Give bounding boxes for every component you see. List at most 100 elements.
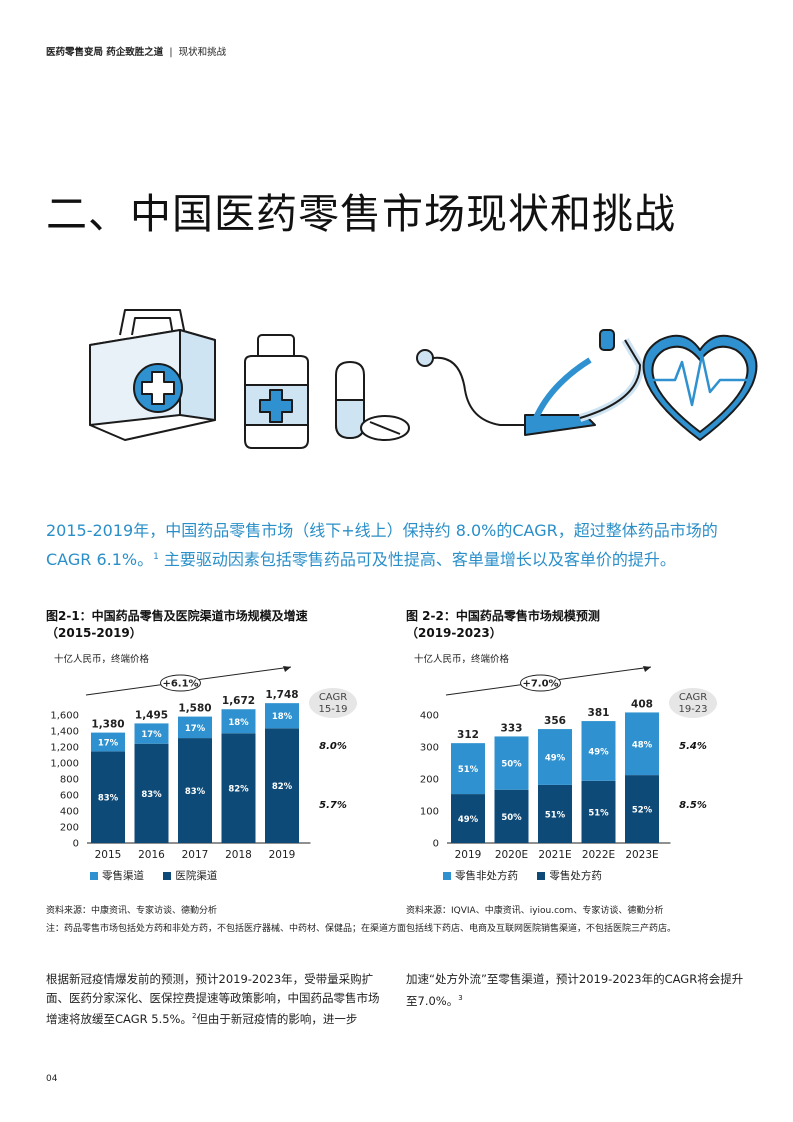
cagr-label: CAGR <box>319 692 347 703</box>
share-label-dark: 50% <box>501 813 522 823</box>
chart-retail-vs-hospital: 十亿人民币，终端价格 +6.1% 0 200 400 600 800 1,000 1,200… <box>50 653 357 861</box>
x-tick-label: 2021E <box>538 849 571 861</box>
figure-title-line: 图2-1：中国药品零售及医院渠道市场规模及增速 <box>46 609 308 623</box>
figure-title-period: （2019-2023） <box>406 626 502 640</box>
y-tick-label: 1,000 <box>50 759 79 770</box>
share-label-dark: 83% <box>141 790 162 800</box>
cagr-dark-rate: 8.5% <box>679 800 707 811</box>
intro-text-2: 主要驱动因素包括零售药品可及性提高、客单量增长以及客单价的提升。 <box>163 550 676 569</box>
bar-segment-dark <box>265 728 299 843</box>
share-label-light: 17% <box>141 730 162 740</box>
x-tick-label: 2017 <box>182 849 209 861</box>
total-label: 1,748 <box>265 689 298 701</box>
bar-segment-light <box>451 743 485 795</box>
share-label-light: 49% <box>588 747 609 757</box>
bar-segment-dark <box>221 733 256 843</box>
x-tick-label: 2018 <box>225 849 252 861</box>
growth-rate: +7.0% <box>522 679 558 690</box>
cagr-badge <box>309 688 357 718</box>
y-tick-label: 800 <box>60 775 79 786</box>
bar-segment-dark <box>134 743 169 843</box>
share-label-light: 48% <box>632 740 653 750</box>
bar-segment-light <box>91 732 125 752</box>
cagr-period: 19-23 <box>678 704 707 715</box>
total-label: 381 <box>588 707 610 719</box>
y-tick-label: 600 <box>60 791 79 802</box>
legend-swatch <box>90 872 98 880</box>
intro-text: 2015-2019年，中国药品零售市场（线下+线上）保持约 8.0%的CAGR，… <box>46 521 718 569</box>
share-label-light: 18% <box>272 712 293 722</box>
total-label: 1,580 <box>178 703 211 715</box>
legend-label: 零售处方药 <box>549 870 602 882</box>
bar-segment-light <box>178 716 212 739</box>
share-label-dark: 82% <box>228 785 249 795</box>
unit-label: 十亿人民币，终端价格 <box>54 653 150 665</box>
legend-label: 零售非处方药 <box>455 870 518 882</box>
figure-title-line: 图 2-2：中国药品零售市场规模预测 <box>406 609 600 623</box>
share-label-dark: 51% <box>545 810 566 820</box>
share-label-light: 49% <box>545 753 566 763</box>
share-label-dark: 51% <box>588 808 609 818</box>
total-label: 1,380 <box>91 719 124 731</box>
footnote-ref: 2 <box>191 1012 197 1020</box>
bar-segment-dark <box>178 738 212 843</box>
total-label: 408 <box>631 698 653 710</box>
share-label-dark: 83% <box>98 794 119 804</box>
x-tick-label: 2019 <box>269 849 296 861</box>
x-tick-label: 2019 <box>455 849 482 861</box>
chart-retail-forecast: 十亿人民币，终端价格 +7.0% 0 100 200 300 400 51% 49% 312… <box>414 653 717 861</box>
stethoscope-icon <box>416 329 644 436</box>
y-tick-label: 300 <box>420 743 439 754</box>
page-number: 04 <box>46 1074 58 1084</box>
share-label-light: 17% <box>98 738 119 748</box>
y-tick-label: 200 <box>420 775 439 786</box>
bar-segment-dark <box>625 775 659 843</box>
bar-segment-light <box>494 736 529 790</box>
chart2-source: 资料来源：IQVIA、中康资讯、iyiou.com、专家访谈、德勤分析 <box>406 906 664 916</box>
y-tick-label: 200 <box>60 823 79 834</box>
y-tick-label: 400 <box>60 807 79 818</box>
footnote-ref: 1 <box>153 552 159 562</box>
x-tick-label: 2020E <box>495 849 528 861</box>
x-tick-label: 2016 <box>138 849 165 861</box>
chart-note: 注：药品零售市场包括处方药和非处方药，不包括医疗器械、中药材、保健品；在渠道方面… <box>46 924 677 934</box>
legend-label: 零售渠道 <box>102 870 144 882</box>
bar-segment-dark <box>538 784 572 843</box>
growth-badge <box>520 674 561 692</box>
y-tick-label: 100 <box>420 807 439 818</box>
x-tick-label: 2023E <box>625 849 658 861</box>
share-label-dark: 82% <box>272 782 293 792</box>
cagr-light-rate: 5.4% <box>679 741 707 752</box>
bar-segment-light <box>134 723 169 744</box>
legend-swatch <box>443 872 451 880</box>
running-header: 医药零售变局 药企致胜之道 | 现状和挑战 <box>46 44 226 58</box>
bar-segment-dark <box>494 789 529 843</box>
y-tick-label: 1,400 <box>50 727 79 738</box>
figure-2-1-title: 图2-1：中国药品零售及医院渠道市场规模及增速 （2015-2019） <box>46 608 308 642</box>
body-text-2: 但由于新冠疫情的影响，进一步 <box>196 1012 358 1026</box>
share-label-light: 17% <box>185 724 206 734</box>
cagr-dark-rate: 5.7% <box>319 800 347 811</box>
growth-badge <box>160 674 201 692</box>
chart2-legend: 零售非处方药 零售处方药 <box>443 868 618 883</box>
total-label: 1,672 <box>222 695 255 707</box>
y-tick-label: 0 <box>73 839 79 850</box>
y-tick-label: 1,600 <box>50 711 79 722</box>
chart1-source: 资料来源：中康资讯、专家访谈、德勤分析 <box>46 906 218 916</box>
y-tick-label: 1,200 <box>50 743 79 754</box>
header-separator: | <box>169 47 173 58</box>
growth-arrow: +7.0% <box>445 666 652 696</box>
capsule-icon <box>335 361 410 441</box>
share-label-dark: 83% <box>185 787 206 797</box>
total-label: 1,495 <box>135 709 168 721</box>
y-tick-label: 400 <box>420 711 439 722</box>
medical-kit-icon <box>89 309 216 441</box>
medical-illustration <box>89 309 758 449</box>
share-label-light: 18% <box>228 718 249 728</box>
bar-segment-light <box>625 712 659 776</box>
bar-segment-dark <box>91 751 125 843</box>
share-label-dark: 49% <box>458 815 479 825</box>
growth-arrow-head <box>283 666 291 672</box>
total-label: 356 <box>544 715 566 727</box>
heart-icon <box>642 334 758 441</box>
